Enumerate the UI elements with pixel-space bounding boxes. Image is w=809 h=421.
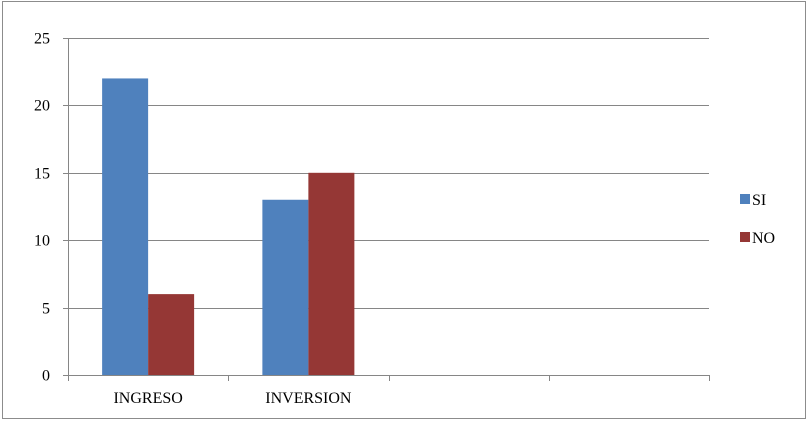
legend-swatch-si — [740, 194, 750, 204]
y-tick-label: 25 — [34, 31, 50, 48]
y-tick-label: 5 — [42, 301, 50, 318]
gridlines — [68, 38, 709, 309]
legend-label-si: SI — [752, 192, 766, 209]
x-tick-label: INGRESO — [113, 390, 182, 407]
y-tick-label: 20 — [34, 98, 50, 115]
bar-no-ingreso — [148, 294, 195, 375]
bar-si-inversion — [262, 199, 309, 375]
bars — [102, 78, 355, 375]
axes — [63, 38, 710, 381]
y-tick-labels: 0 5 10 15 20 25 — [34, 31, 50, 385]
bar-si-ingreso — [102, 78, 149, 375]
x-tick-labels: INGRESO INVERSION — [113, 390, 351, 407]
y-tick-label: 0 — [42, 368, 50, 385]
legend: SI NO — [740, 192, 775, 247]
x-tick-label: INVERSION — [265, 390, 352, 407]
bar-no-inversion — [308, 172, 355, 375]
y-tick-label: 15 — [34, 166, 50, 183]
legend-swatch-no — [740, 232, 750, 242]
y-tick-label: 10 — [34, 233, 50, 250]
legend-label-no: NO — [752, 230, 775, 247]
